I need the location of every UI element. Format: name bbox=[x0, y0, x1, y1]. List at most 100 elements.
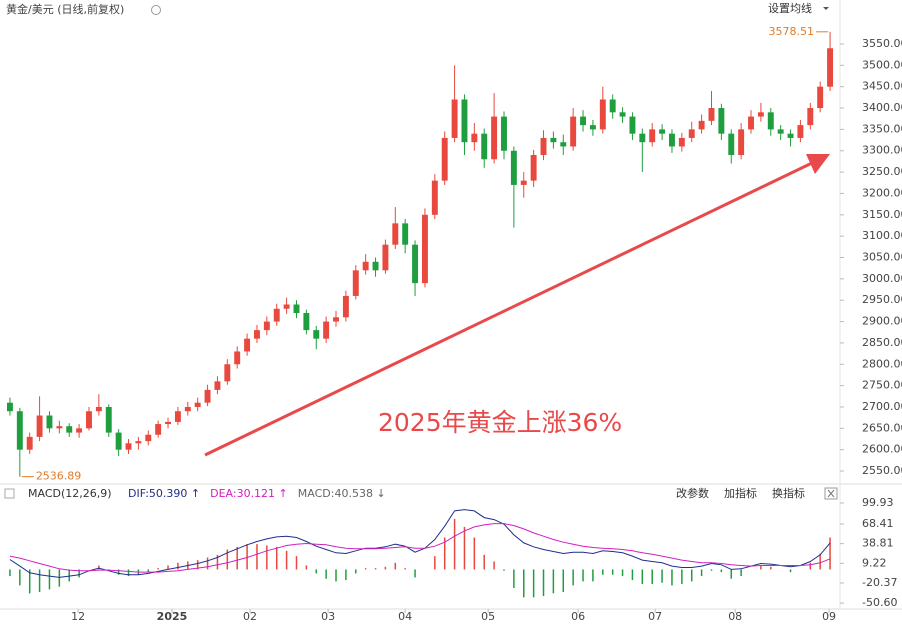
candle-body bbox=[599, 99, 606, 130]
ma-button[interactable]: 设置均线 bbox=[768, 1, 812, 15]
y-tick-label: 2550.00 bbox=[862, 464, 902, 477]
candle-body bbox=[313, 330, 320, 339]
candle-body bbox=[718, 108, 725, 134]
candle-body bbox=[244, 338, 251, 352]
arrow-head bbox=[806, 154, 830, 174]
candle-body bbox=[95, 406, 102, 412]
candle-body bbox=[817, 86, 824, 109]
candle-body bbox=[787, 133, 794, 138]
annotation: 2025年黄金上涨36% bbox=[378, 408, 622, 437]
y-tick-label: 2850.00 bbox=[862, 336, 902, 349]
y-tick-label: 3350.00 bbox=[862, 122, 902, 135]
candle-body bbox=[481, 133, 488, 160]
settings-icon[interactable] bbox=[151, 5, 161, 15]
candle-body bbox=[273, 308, 280, 322]
high-label: 3578.51 bbox=[769, 25, 815, 38]
y-tick-label: 3050.00 bbox=[862, 251, 902, 264]
toolbar-button[interactable]: 换指标 bbox=[772, 486, 805, 500]
y-tick-label: 9.22 bbox=[862, 556, 887, 569]
candle-body bbox=[402, 223, 409, 245]
candle-body bbox=[204, 389, 211, 403]
candle-body bbox=[174, 411, 181, 422]
arrow-shaft bbox=[204, 161, 813, 457]
candle-body bbox=[16, 411, 23, 450]
toolbar-button[interactable]: 加指标 bbox=[724, 486, 757, 500]
candle-body bbox=[767, 112, 774, 130]
y-tick-label: 2700.00 bbox=[862, 400, 902, 413]
macd-line bbox=[9, 523, 831, 573]
candle-body bbox=[530, 155, 537, 181]
chart-title: 黄金/美元 (日线,前复权) bbox=[6, 2, 124, 16]
candle-body bbox=[105, 406, 112, 433]
dropdown-icon bbox=[823, 7, 829, 10]
candle-body bbox=[471, 133, 478, 143]
candle-body bbox=[431, 180, 438, 215]
y-tick-label: 3550.00 bbox=[862, 37, 902, 50]
toolbar-button[interactable]: 改参数 bbox=[676, 486, 709, 500]
candle-body bbox=[540, 137, 547, 156]
y-tick-label: 99.93 bbox=[862, 496, 894, 509]
x-tick-label: 08 bbox=[728, 610, 742, 623]
candle-body bbox=[76, 428, 83, 433]
candle-body bbox=[333, 317, 339, 322]
y-tick-label: 2750.00 bbox=[862, 379, 902, 392]
y-tick-label: 3400.00 bbox=[862, 101, 902, 114]
x-tick-label: 12 bbox=[71, 610, 85, 623]
y-tick-label: 3000.00 bbox=[862, 272, 902, 285]
y-tick-label: 3200.00 bbox=[862, 186, 902, 199]
candle-body bbox=[342, 295, 349, 318]
candle-body bbox=[580, 116, 586, 126]
candle-body bbox=[382, 244, 389, 271]
y-tick-label: 2950.00 bbox=[862, 293, 902, 306]
candle-body bbox=[323, 321, 330, 339]
collapse-icon[interactable] bbox=[4, 488, 15, 499]
candle-body bbox=[115, 432, 122, 450]
candle-body bbox=[26, 436, 33, 450]
y-tick-label: -50.60 bbox=[862, 596, 897, 609]
close-button[interactable] bbox=[824, 487, 838, 500]
candle-body bbox=[669, 133, 675, 147]
candle-body bbox=[263, 321, 270, 331]
candle-body bbox=[224, 364, 231, 382]
close-icon bbox=[827, 489, 835, 498]
y-tick-label: 3250.00 bbox=[862, 165, 902, 178]
candle-body bbox=[461, 99, 468, 143]
y-tick-label: 3500.00 bbox=[862, 58, 902, 71]
y-tick-label: 3150.00 bbox=[862, 208, 902, 221]
legend-entry: DIF:50.390 ↑ bbox=[128, 487, 200, 500]
candle-body bbox=[155, 424, 162, 435]
y-tick-label: 3300.00 bbox=[862, 144, 902, 157]
candle-body bbox=[609, 99, 616, 113]
legend-entry: DEA:30.121 ↑ bbox=[210, 487, 288, 500]
candle-body bbox=[589, 125, 596, 130]
candle-body bbox=[678, 137, 685, 147]
y-tick-label: 2800.00 bbox=[862, 357, 902, 370]
candle-body bbox=[214, 381, 221, 390]
candle-body bbox=[135, 441, 142, 444]
candle-body bbox=[520, 180, 527, 185]
candle-body bbox=[688, 129, 695, 138]
macd-title: MACD(12,26,9) bbox=[28, 487, 112, 500]
x-tick-label: 03 bbox=[321, 610, 335, 623]
x-tick-label: 02 bbox=[243, 610, 257, 623]
candle-body bbox=[234, 351, 241, 365]
candle-body bbox=[748, 116, 754, 130]
candle-body bbox=[362, 261, 369, 271]
candle-body bbox=[639, 133, 646, 143]
candle-body bbox=[777, 129, 784, 134]
x-tick-label: 2025 bbox=[157, 610, 188, 623]
candle-body bbox=[421, 214, 428, 284]
x-tick-label: 06 bbox=[571, 610, 585, 623]
candle-body bbox=[570, 116, 577, 147]
candle-body bbox=[293, 304, 300, 314]
candle-body bbox=[145, 434, 152, 442]
candle-body bbox=[757, 112, 764, 117]
candle-body bbox=[659, 129, 666, 134]
y-tick-label: 38.81 bbox=[862, 537, 894, 550]
low-label: 2536.89 bbox=[36, 470, 81, 483]
candle-body bbox=[728, 133, 735, 156]
x-tick-label: 09 bbox=[822, 610, 836, 623]
